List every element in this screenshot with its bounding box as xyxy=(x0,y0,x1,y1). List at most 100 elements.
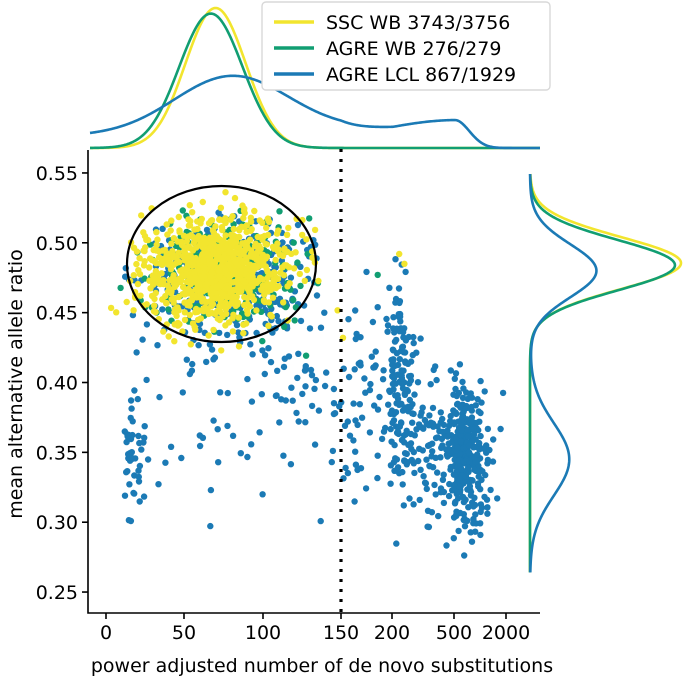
scatter-point xyxy=(288,384,295,391)
scatter-point xyxy=(474,451,481,458)
scatter-point xyxy=(330,400,338,407)
scatter-point xyxy=(188,297,196,304)
scatter-point xyxy=(499,389,507,397)
scatter-point xyxy=(263,224,270,231)
right-marginal-density xyxy=(528,173,683,573)
scatter-point xyxy=(280,452,287,459)
scatter-point xyxy=(285,353,293,360)
scatter-point xyxy=(400,349,408,356)
scatter-point xyxy=(302,419,309,426)
x-tick-label: 50 xyxy=(172,622,196,644)
scatter-point xyxy=(292,249,299,256)
scatter-point xyxy=(199,250,206,258)
scatter-point xyxy=(205,332,212,339)
scatter-point xyxy=(165,333,172,340)
scatter-point xyxy=(457,438,464,445)
scatter-point xyxy=(439,476,447,483)
scatter-point xyxy=(472,458,479,466)
scatter-point xyxy=(153,229,160,236)
scatter-point xyxy=(461,552,468,559)
scatter-point xyxy=(328,458,335,466)
scatter-point xyxy=(137,292,144,299)
scatter-point xyxy=(258,308,265,315)
x-tick-label: 200 xyxy=(374,622,410,644)
scatter-point xyxy=(247,253,254,260)
scatter-point xyxy=(378,435,386,443)
scatter-point xyxy=(231,194,239,202)
scatter-point xyxy=(265,218,273,225)
scatter-point xyxy=(468,538,476,545)
scatter-point xyxy=(450,391,457,398)
scatter-point xyxy=(207,522,214,530)
scatter-point xyxy=(265,345,272,352)
scatter-point xyxy=(321,309,328,316)
y-tick-label: 0.55 xyxy=(36,163,78,185)
scatter-point xyxy=(393,336,400,344)
scatter-point xyxy=(286,280,293,287)
scatter-point xyxy=(235,329,242,336)
scatter-point xyxy=(148,256,156,264)
scatter-point xyxy=(141,423,148,430)
top-density-curve xyxy=(89,74,541,150)
scatter-point xyxy=(420,425,427,432)
scatter-point xyxy=(295,418,302,425)
scatter-point xyxy=(127,517,135,525)
scatter-point xyxy=(237,450,244,457)
scatter-point xyxy=(460,516,467,524)
scatter-point xyxy=(487,486,494,494)
scatter-point xyxy=(376,393,383,401)
scatter-point xyxy=(371,402,378,409)
scatter-point xyxy=(342,464,349,472)
scatter-point xyxy=(444,433,451,440)
scatter-point xyxy=(427,381,434,388)
scatter-point xyxy=(159,306,166,313)
scatter-point xyxy=(432,491,439,498)
scatter-point xyxy=(209,227,217,234)
scatter-point xyxy=(392,256,399,263)
scatter-point xyxy=(157,280,164,288)
scatter-point xyxy=(321,382,329,390)
scatter-point xyxy=(243,307,251,314)
scatter-point xyxy=(222,267,229,274)
scatter-point xyxy=(107,304,115,312)
scatter-point xyxy=(217,389,224,396)
scatter-point xyxy=(429,448,436,455)
scatter-point xyxy=(125,451,132,458)
scatter-point xyxy=(167,290,175,297)
scatter-point xyxy=(276,419,283,426)
scatter-point xyxy=(386,284,393,291)
scatter-point xyxy=(456,489,464,496)
scatter-point xyxy=(195,232,202,240)
scatter-point xyxy=(409,351,416,359)
scatter-point xyxy=(154,272,161,279)
scatter-point xyxy=(428,453,435,460)
scatter-point xyxy=(394,395,402,402)
scatter-point xyxy=(182,256,189,263)
scatter-point xyxy=(183,278,191,286)
scatter-point xyxy=(283,231,291,238)
scatter-point xyxy=(285,264,293,271)
legend-label-ssc_wb: SSC WB 3743/3756 xyxy=(326,12,510,34)
scatter-point xyxy=(398,436,406,444)
scatter-point xyxy=(113,309,120,316)
scatter-point xyxy=(290,265,298,272)
scatter-point xyxy=(222,219,229,227)
scatter-point xyxy=(216,272,223,280)
scatter-point xyxy=(451,500,459,507)
scatter-point xyxy=(470,431,478,438)
scatter-point xyxy=(136,462,144,470)
top-density-curve xyxy=(89,12,541,150)
legend-box[interactable]: SSC WB 3743/3756 AGRE WB 276/279 AGRE LCL … xyxy=(261,1,551,91)
scatter-point xyxy=(240,251,247,258)
scatter-point xyxy=(464,404,471,411)
scatter-point xyxy=(437,409,444,416)
scatter-point xyxy=(235,281,242,288)
scatter-point xyxy=(470,426,477,433)
scatter-point xyxy=(197,292,204,299)
scatter-point xyxy=(153,247,160,254)
scatter-point xyxy=(150,308,158,315)
scatter-point xyxy=(272,256,279,264)
scatter-point xyxy=(227,289,234,296)
scatter-point xyxy=(165,306,172,313)
scatter-point xyxy=(489,458,497,465)
